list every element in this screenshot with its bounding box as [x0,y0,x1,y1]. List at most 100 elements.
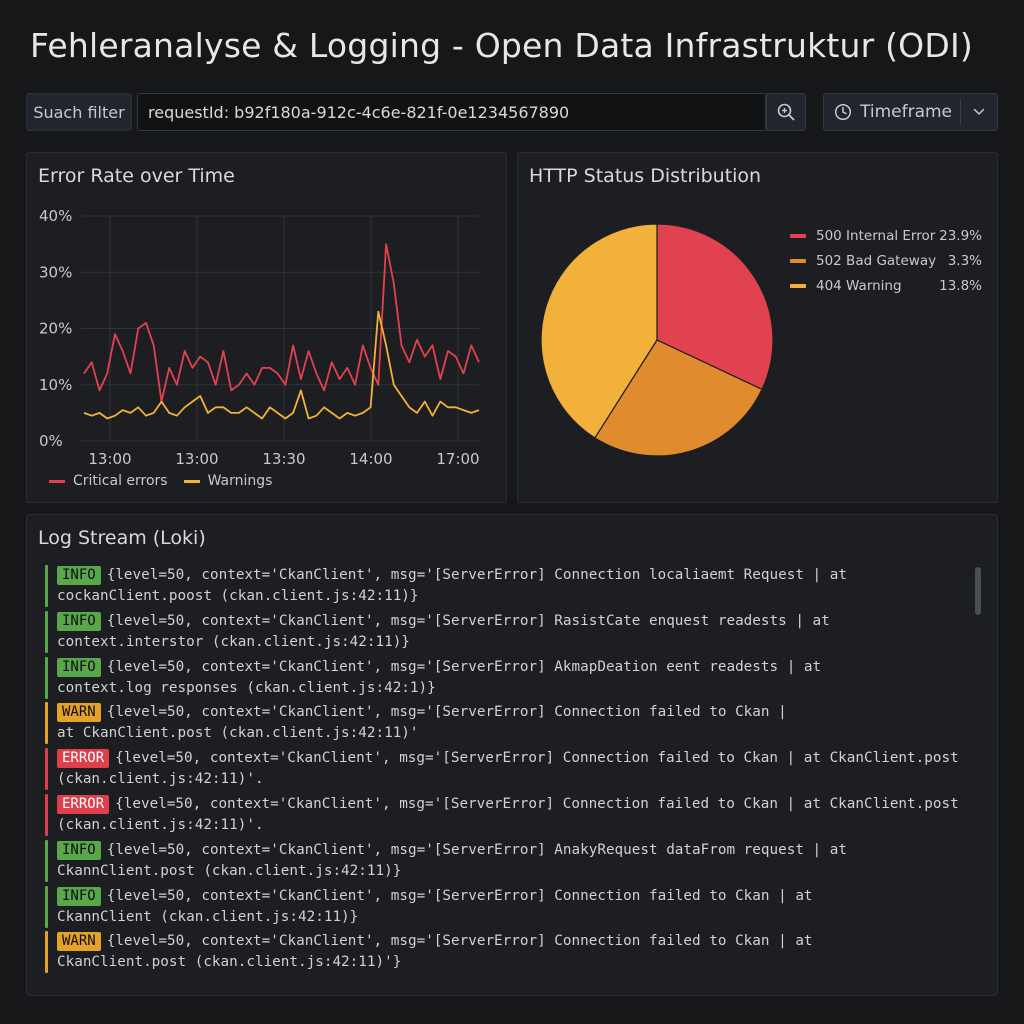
log-entry[interactable]: ERROR {level=50, context='CkanClient', ms… [45,748,975,791]
log-message-cont: cockanClient.poost (ckan.client.js:42:11… [57,588,419,604]
chevron-down-icon[interactable] [961,108,997,116]
log-message: {level=50, context='CkanClient', msg='[S… [115,750,959,767]
log-level-badge: INFO [57,566,101,585]
log-level-bar [45,885,48,928]
filter-bar: Suach filter Timeframe [26,93,998,131]
y-tick-label: 0% [39,432,63,450]
log-level-bar [45,839,48,882]
y-tick-label: 10% [39,376,72,394]
error-rate-chart: 40% 30% 20% 10% 0% 13:00 13:00 13:30 14:00 17:00 [39,207,480,468]
log-entry[interactable]: WARN {level=50, context='CkanClient', msg… [45,931,975,974]
legend-item-critical[interactable]: Critical errors [49,473,168,489]
page-title: Fehleranalyse & Logging - Open Data Infr… [30,26,973,65]
log-level-bar [45,702,48,745]
pie-slice-1[interactable] [594,339,763,457]
log-line: WARN {level=50, context='CkanClient', msg… [57,702,975,723]
log-stream-panel: Log Stream (Loki) INFO {level=50, context… [26,514,998,996]
log-line: INFO {level=50, context='CkanClient', msg… [57,611,975,632]
log-level-badge: INFO [57,840,101,860]
log-level-bar [45,793,48,836]
clock-icon [834,103,852,121]
log-line: ERROR {level=50, context='CkanClient', ms… [57,794,975,815]
chart-legend: Critical errors Warnings [49,473,288,489]
log-message: {level=50, context='CkanClient', msg='[S… [106,841,847,858]
log-entry[interactable]: ERROR {level=50, context='CkanClient', ms… [45,793,975,836]
legend-percent: 13.8% [939,277,982,294]
log-message-cont: CkanClient.post (ckan.client.js:42:11)'} [57,954,402,971]
log-message: {level=50, context='CkanClient', msg='[S… [106,658,822,675]
log-message: {level=50, context='CkanClient', msg='[S… [106,567,847,583]
log-level-bar [45,931,48,974]
legend-label: 404 Warning [816,277,902,294]
log-level-badge: WARN [57,703,101,723]
log-level-bar [45,610,48,653]
log-message: {level=50, context='CkanClient', msg='[S… [106,887,813,904]
x-tick-label: 14:00 [349,450,392,468]
scrollbar[interactable] [975,567,981,615]
critical-errors-line [83,243,480,403]
legend-percent: 3.3% [947,252,982,269]
search-button[interactable] [766,93,806,131]
log-entry[interactable]: INFO {level=50, context='CkanClient', msg… [45,839,975,882]
timeframe-picker[interactable]: Timeframe [823,93,998,131]
log-level-badge: INFO [57,886,101,906]
log-level-badge: ERROR [57,794,110,814]
log-entry[interactable]: INFO {level=50, context='CkanClient', msg… [45,656,975,699]
zoom-in-icon [777,103,795,121]
panel-title: Log Stream (Loki) [38,527,206,549]
http-status-panel: HTTP Status Distribution 500 Internal Er… [517,152,998,503]
log-list: INFO {level=50, context='CkanClient', msg… [45,565,975,977]
pie-slice-0[interactable] [656,223,774,391]
legend-label: 502 Bad Gateway [816,252,937,269]
log-line: INFO {level=50, context='CkanClient', msg… [57,840,975,861]
legend-item-warnings[interactable]: Warnings [183,473,273,489]
log-message-cont: at CkanClient.post (ckan.client.js:42:11… [57,725,419,742]
log-level-bar [45,656,48,699]
divider [960,99,961,125]
log-level-badge: INFO [57,611,101,631]
y-tick-label: 40% [39,207,72,225]
log-message-cont: CkannClient.post (ckan.client.js:42:11)} [57,862,402,879]
log-level-bar [45,565,48,607]
legend-swatch [49,479,65,483]
legend-label: 500 Internal Error [816,227,936,244]
x-tick-label: 13:30 [262,450,305,468]
log-message-cont: context.interstor (ckan.client.js:42:11)… [57,633,410,650]
warnings-line [83,310,480,420]
log-line: WARN {level=50, context='CkanClient', msg… [57,931,975,952]
log-level-badge: ERROR [57,749,110,769]
pie-slice-2[interactable] [540,223,658,439]
log-entry[interactable]: WARN {level=50, context='CkanClient', msg… [45,702,975,745]
log-message: {level=50, context='CkanClient', msg='[S… [106,933,813,950]
pie-legend: 500 Internal Error 23.9% 502 Bad Gateway 3.… [790,223,982,298]
legend-swatch [183,479,200,483]
log-message: {level=50, context='CkanClient', msg='[S… [115,795,959,812]
log-message-cont: CkannClient (ckan.client.js:42:11)} [57,908,359,925]
log-entry[interactable]: INFO {level=50, context='CkanClient', msg… [45,565,975,607]
legend-swatch [790,233,806,238]
pie-legend-item[interactable]: 502 Bad Gateway 3.3% [790,248,982,273]
y-tick-label: 30% [39,263,72,281]
x-tick-label: 13:00 [88,450,131,468]
legend-swatch [790,258,806,263]
error-rate-panel: Error Rate over Time 40% 30% 20% 10% 0% 13:00… [26,152,507,503]
x-tick-label: 13:00 [175,450,218,468]
legend-percent: 23.9% [939,227,982,244]
log-message-cont: (ckan.client.js:42:11)'. [57,816,264,833]
log-level-badge: INFO [57,657,101,677]
legend-label: Critical errors [73,473,168,489]
pie-legend-item[interactable]: 500 Internal Error 23.9% [790,223,982,248]
log-entry[interactable]: INFO {level=50, context='CkanClient', msg… [45,885,975,928]
timeframe-label: Timeframe [860,102,953,122]
search-input[interactable] [137,93,766,131]
log-line: INFO {level=50, context='CkanClient', msg… [57,886,975,907]
x-tick-label: 17:00 [436,450,479,468]
log-message-cont: context.log responses (ckan.client.js:42… [57,679,436,696]
log-line: INFO {level=50, context='CkanClient', msg… [57,565,975,586]
legend-label: Warnings [207,473,273,489]
http-status-pie [540,223,774,457]
log-entry[interactable]: INFO {level=50, context='CkanClient', msg… [45,610,975,653]
log-line: ERROR {level=50, context='CkanClient', ms… [57,748,975,769]
pie-legend-item[interactable]: 404 Warning 13.8% [790,273,982,298]
log-level-badge: WARN [57,932,101,952]
